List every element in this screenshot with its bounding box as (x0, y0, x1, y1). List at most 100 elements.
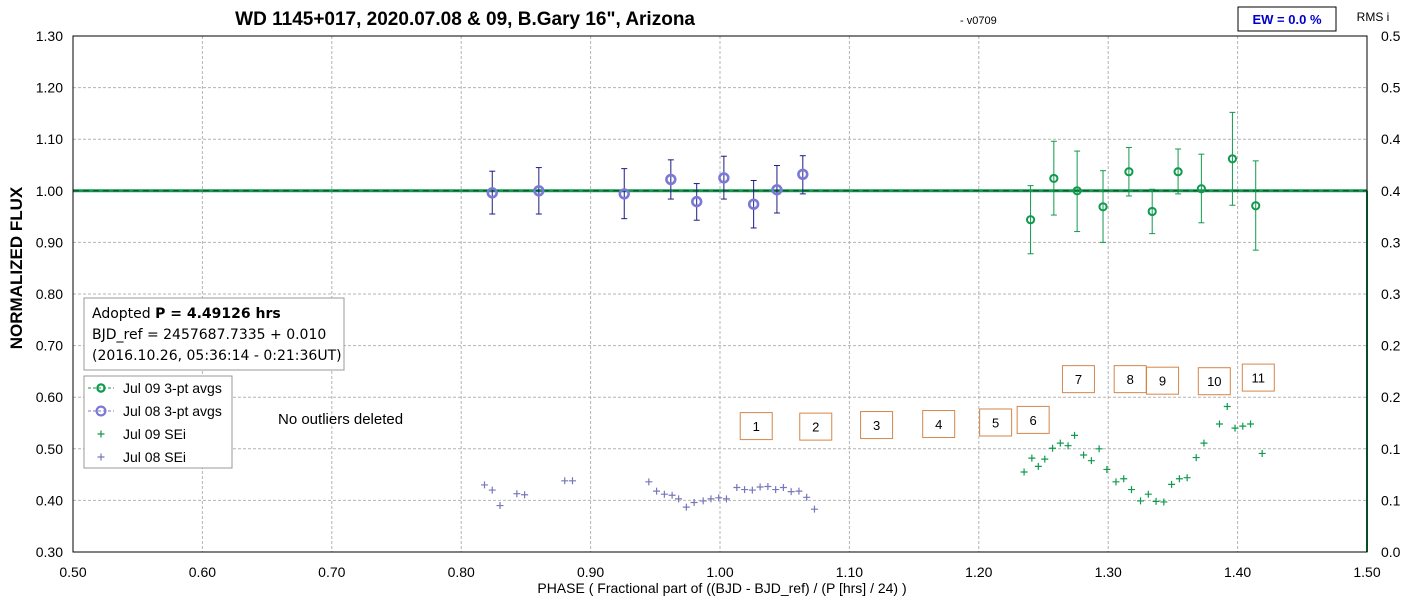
avg-point (718, 172, 730, 184)
sei-point (1183, 474, 1191, 482)
avg-point (1124, 167, 1134, 177)
sei-point (521, 491, 529, 499)
avg-point (1227, 154, 1238, 164)
info-line-2: BJD_ref = 2457687.7335 + 0.010 (92, 327, 326, 343)
event-markers: 1 2 3 4 5 6 7 8 9 10 11 (739, 363, 1275, 441)
event-marker-label: 11 (1252, 371, 1266, 386)
sei-series (480, 402, 1266, 513)
info-box: Adopted P = 4.49126 hrs BJD_ref = 245768… (83, 297, 345, 371)
sei-point (1095, 445, 1103, 453)
sei-point (748, 486, 756, 494)
x-tick-label: 1.30 (1095, 564, 1122, 580)
y-tick-label: 1.20 (36, 80, 63, 96)
event-marker-box (1061, 365, 1095, 394)
y2-tick-label: 0.0 (1381, 544, 1401, 560)
avg-point (691, 195, 703, 208)
sei-point (1064, 442, 1072, 450)
sei-point (779, 484, 787, 491)
y2-tick-label: 0.1 (1381, 492, 1401, 508)
y2-tick-label: 0.4 (1381, 183, 1401, 199)
avg-point (1025, 215, 1036, 225)
sei-point (1120, 475, 1128, 483)
info-line-1: Adopted P = 4.49126 hrs (92, 306, 281, 322)
x-tick-label: 0.50 (59, 564, 86, 580)
avg-point (533, 185, 545, 197)
sei-point (1192, 454, 1200, 462)
chart-title: WD 1145+017, 2020.07.08 & 09, B.Gary 16"… (235, 9, 695, 30)
y-tick-label: 1.10 (36, 131, 63, 147)
sei-point (668, 491, 676, 499)
y-tick-label: 0.40 (36, 492, 63, 508)
legend-marker (97, 430, 105, 438)
sei-point (1127, 486, 1135, 494)
avg-point (1098, 202, 1108, 212)
y2-tick-label: 0.4 (1381, 131, 1401, 147)
sei-point (682, 503, 690, 511)
x-tick-label: 1.10 (836, 564, 863, 580)
event-marker-box (1197, 367, 1231, 396)
y-tick-label: 0.60 (36, 389, 63, 405)
event-marker-label: 9 (1159, 374, 1166, 389)
info-line-1-prefix: Adopted (92, 306, 155, 322)
x-tick-label: 1.40 (1224, 564, 1251, 580)
sei-point (1071, 431, 1079, 439)
avg-point (797, 168, 809, 180)
ew-box (1237, 6, 1337, 32)
legend-entry: Jul 08 SEi (123, 449, 186, 465)
sei-point (1144, 490, 1152, 498)
y2-tick-label: 0.3 (1381, 286, 1401, 302)
sei-point (715, 494, 723, 502)
event-marker-label: 10 (1207, 374, 1221, 389)
sei-point (1087, 457, 1095, 465)
sei-point (1247, 420, 1255, 428)
legend-entry: Jul 08 3-pt avgs (123, 403, 222, 419)
x-axis-title: PHASE ( Fractional part of ((BJD - BJD_r… (537, 580, 906, 596)
avg-point (1147, 206, 1157, 217)
avg-point (1049, 173, 1059, 184)
sei-point (722, 495, 730, 503)
sei-point (764, 482, 772, 490)
sei-point (1041, 455, 1049, 463)
x-tick-label: 0.80 (448, 564, 475, 580)
sei-point (1168, 480, 1176, 488)
sei-point (1175, 475, 1183, 483)
sei-point (660, 490, 668, 498)
y-tick-label: 0.50 (36, 441, 63, 457)
sei-point (1152, 497, 1160, 505)
event-marker-box (922, 410, 956, 439)
outlier-note: No outliers deleted (278, 411, 403, 428)
legend-marker (97, 453, 105, 461)
event-marker-box (739, 412, 773, 441)
y2-axis-title: RMS i (1357, 10, 1390, 24)
sei-point (707, 495, 715, 503)
y-tick-labels: 0.30 0.40 0.50 0.60 0.70 0.80 0.90 1.00 1.10 1.20… (36, 28, 63, 560)
info-period: P = 4.49126 hrs (155, 306, 281, 322)
sei-point (1028, 454, 1036, 462)
info-box-frame (83, 297, 345, 371)
avg-point (486, 187, 498, 199)
sei-point (561, 477, 569, 485)
sei-point (513, 490, 521, 498)
sei-point (803, 493, 811, 501)
sei-point (645, 478, 653, 486)
event-marker-label: 7 (1075, 372, 1082, 387)
sei-point (1215, 420, 1223, 428)
y2-tick-label: 0.1 (1381, 441, 1401, 457)
sei-point (480, 481, 488, 489)
event-marker-box (860, 411, 894, 440)
x-tick-labels: 0.50 0.60 0.70 0.80 0.90 1.00 1.10 1.20 1.30 1.40… (59, 564, 1380, 580)
gridlines (73, 36, 1367, 552)
avg-point (618, 188, 630, 200)
y2-tick-label: 0.3 (1381, 234, 1401, 250)
chart-version: - v0709 (960, 15, 997, 27)
y-axis-title: NORMALIZED FLUX (7, 186, 26, 349)
y-tick-label: 0.70 (36, 338, 63, 354)
sei-point (1231, 424, 1239, 432)
plot-frame (72, 35, 1368, 553)
sei-point (1223, 402, 1231, 410)
sei-point (810, 505, 818, 513)
sei-point (741, 486, 749, 494)
legend-frame (83, 375, 233, 469)
y-tick-label: 1.30 (36, 28, 63, 44)
sei-point (1200, 439, 1208, 447)
